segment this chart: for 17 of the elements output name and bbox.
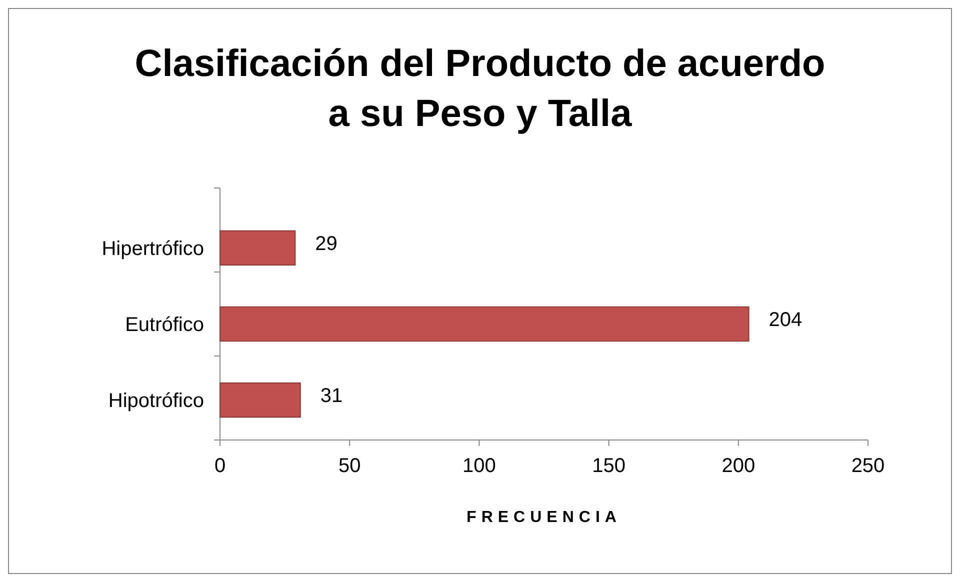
y-tick-label: Eutrófico: [125, 314, 204, 336]
x-axis-title: FRECUENCIA: [466, 509, 622, 526]
data-label: 204: [768, 309, 802, 331]
chart-title: Clasificación del Producto de acuerdo a su Peso y Talla: [134, 43, 826, 135]
x-tick-label: 150: [592, 455, 626, 477]
x-tick-label: 250: [851, 455, 885, 477]
y-tick-label: Hipotrófico: [108, 390, 204, 412]
x-tick-label: 50: [338, 455, 361, 477]
x-tick-label: 0: [214, 455, 226, 477]
bar: [220, 230, 296, 266]
data-label: 29: [315, 232, 338, 255]
x-tick-label: 200: [722, 455, 756, 477]
data-label: 31: [320, 385, 343, 408]
x-tick-label: 100: [462, 455, 496, 477]
bar: [220, 382, 301, 418]
bar: [220, 306, 750, 342]
y-tick-label: Hipertrófico: [102, 238, 204, 260]
